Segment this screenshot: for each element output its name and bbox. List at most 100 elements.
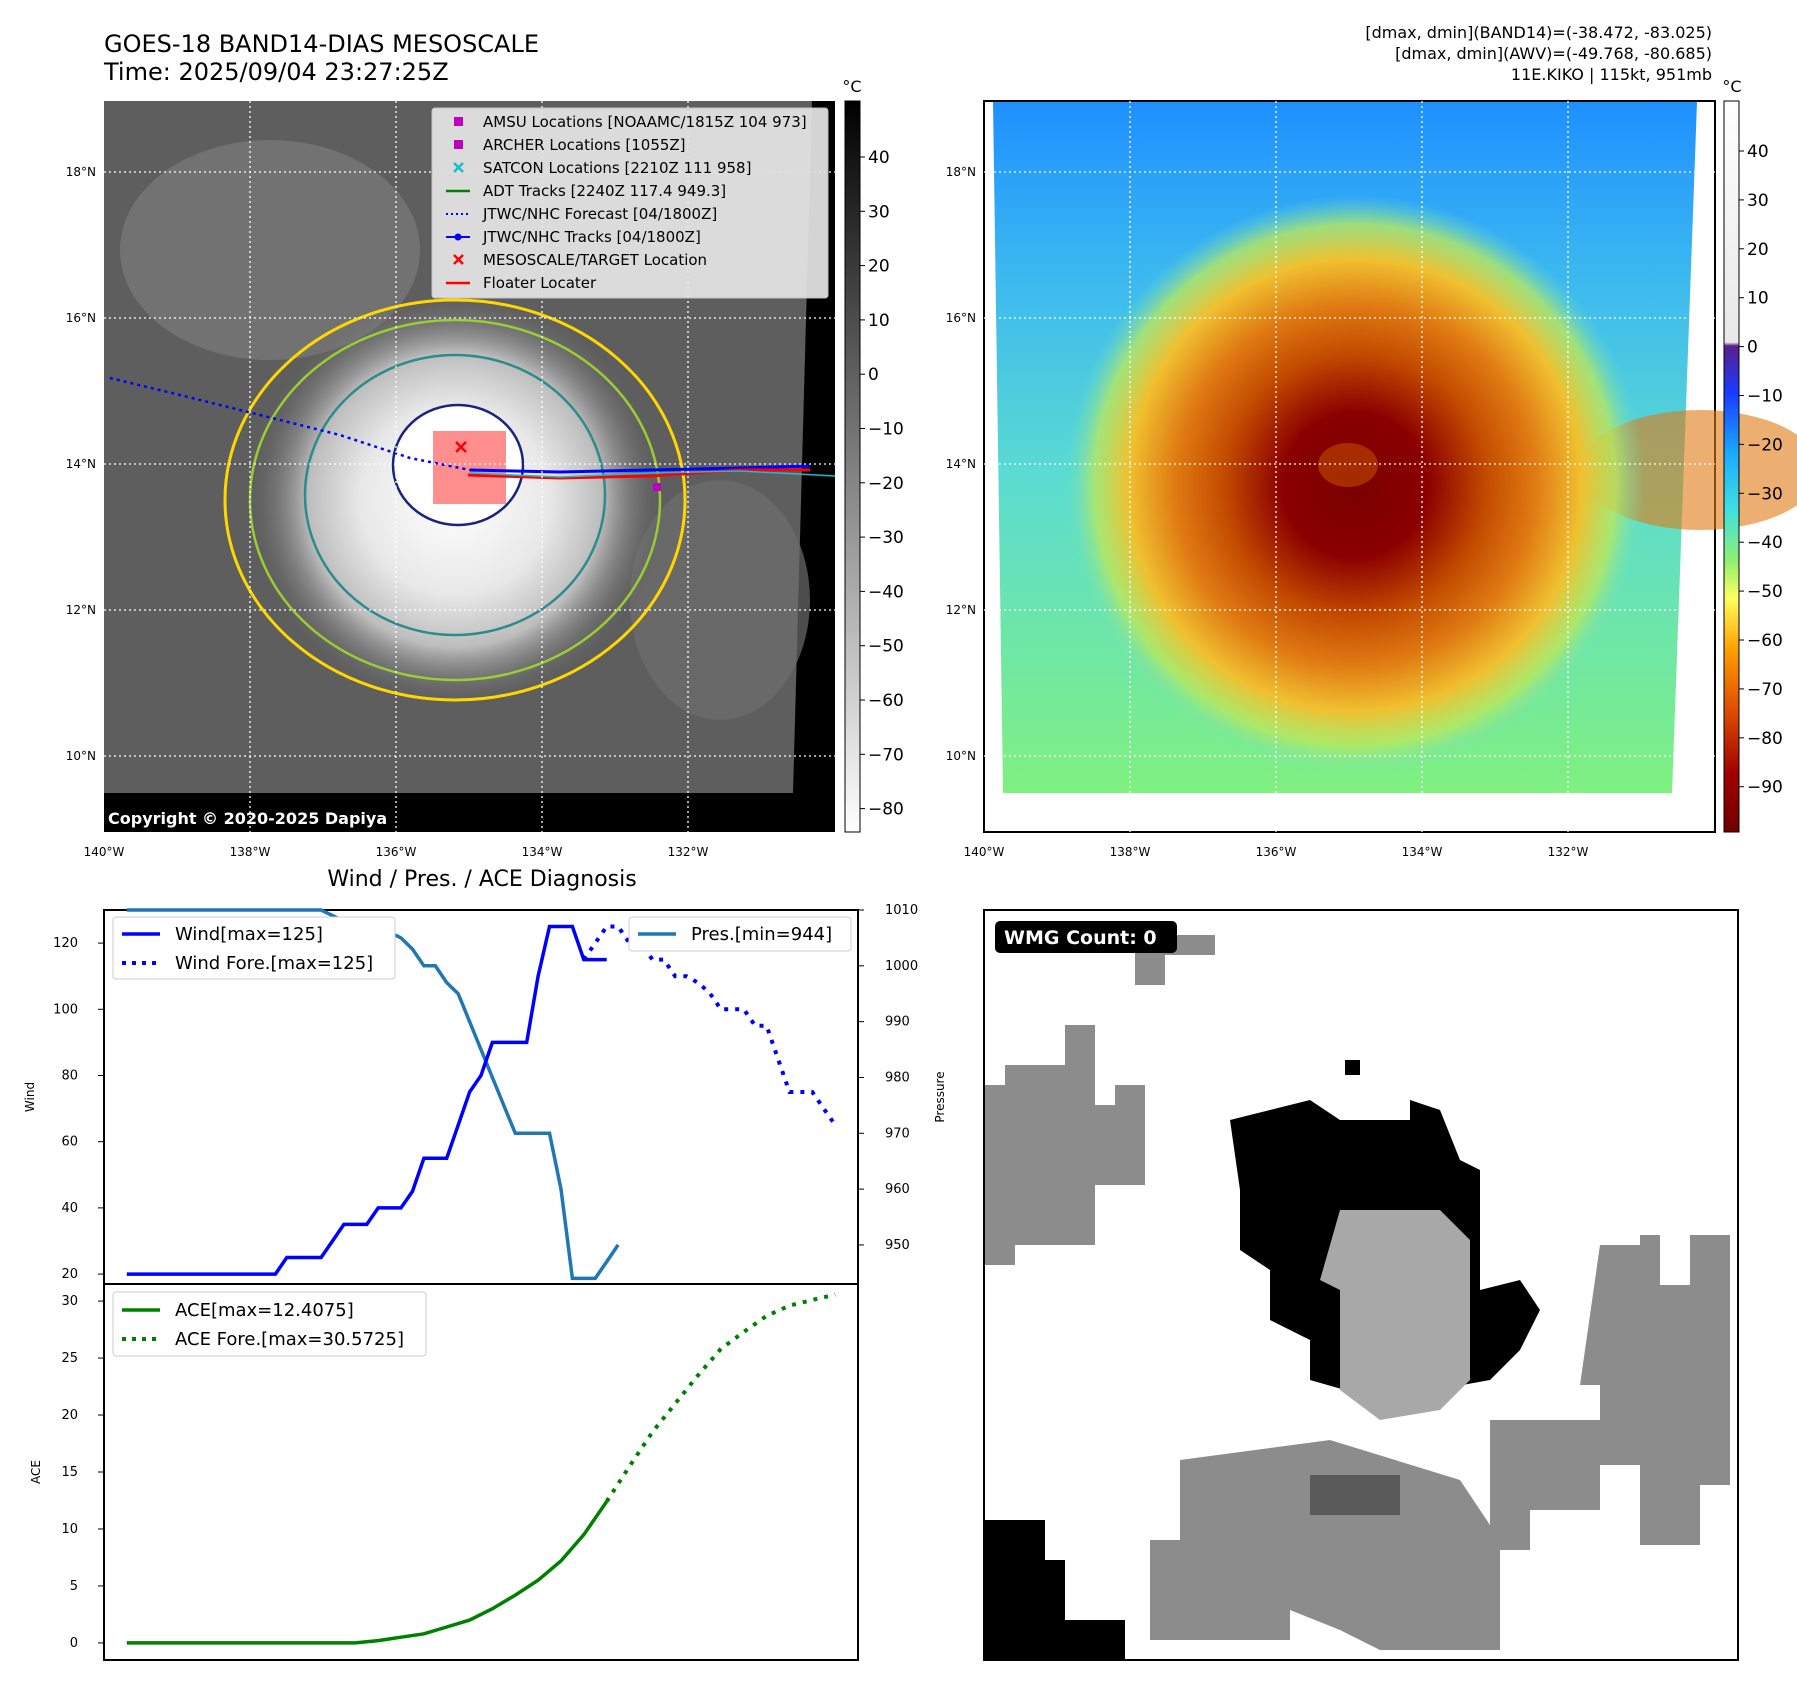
lon-label: 140°W xyxy=(84,845,125,859)
y-tick-label: 950 xyxy=(885,1238,910,1253)
wmg-panel: WMG Count: 0 xyxy=(983,909,1739,1661)
lon-label: 138°W xyxy=(1110,845,1151,859)
wind-legend-entry: Wind[max=125] xyxy=(175,924,323,945)
colorbar-tick-label: 20 xyxy=(868,257,890,277)
storm-info: 11E.KIKO | 115kt, 951mb xyxy=(1511,65,1712,84)
wmg-region-gray xyxy=(985,1025,1145,1265)
y-tick-label: 970 xyxy=(885,1126,910,1141)
awv-map-panel: 18°N 16°N 14°N 12°N 10°N 140°W 138°W 136°W 134°… xyxy=(946,100,1797,859)
ace-axes: 0 5 10 15 20 25 30 ACE ACE[max=12.4075] ACE Fo… xyxy=(29,1283,859,1661)
ace-series xyxy=(126,1500,609,1645)
lon-label: 136°W xyxy=(376,845,417,859)
pressure-legend-entry: Pres.[min=944] xyxy=(691,924,832,945)
legend-marker xyxy=(454,233,462,241)
awv-colorbar: °C 40 30 20 10 0 −10 −20 −30 −40 −50 −60 −70 −80 −90 xyxy=(1722,77,1783,833)
pressure-axis-label: Pressure xyxy=(933,1071,947,1122)
lat-label: 18°N xyxy=(946,165,976,179)
awv-gridlines xyxy=(984,101,1715,832)
ir-cloud-band xyxy=(120,140,420,360)
floater-track-line xyxy=(467,468,810,480)
colorbar-tick-label: 0 xyxy=(868,365,879,385)
wmg-region-dark xyxy=(1310,1475,1400,1515)
awv-lat-labels: 18°N 16°N 14°N 12°N 10°N xyxy=(946,165,976,763)
colorbar-tick-label: −30 xyxy=(1747,484,1783,504)
ace-axis-label: ACE xyxy=(29,1460,43,1484)
awv-eye xyxy=(1318,443,1378,487)
colorbar-tick-label: −70 xyxy=(868,745,904,765)
colorbar-tick-label: −10 xyxy=(1747,387,1783,407)
wmg-region-light xyxy=(1320,1210,1470,1420)
y-tick-label: 5 xyxy=(70,1579,78,1594)
wind-series xyxy=(126,924,607,1276)
lon-label: 138°W xyxy=(230,845,271,859)
awv-colorbar-unit: °C xyxy=(1722,77,1741,96)
diagnosis-title: Wind / Pres. / ACE Diagnosis xyxy=(327,867,636,892)
y-tick-label: 80 xyxy=(61,1068,78,1083)
legend-marker xyxy=(454,117,463,126)
wind-legend: Wind[max=125] Wind Fore.[max=125] xyxy=(112,916,396,980)
colorbar-tick-label: 30 xyxy=(1747,191,1769,211)
ir-contour-yellow xyxy=(223,298,687,702)
legend-label: JTWC/NHC Forecast [04/1800Z] xyxy=(482,205,717,223)
colorbar-tick-label: −40 xyxy=(868,582,904,602)
lon-label: 134°W xyxy=(1402,845,1443,859)
ir-lon-labels: 140°W 138°W 136°W 134°W 132°W xyxy=(84,845,709,859)
colorbar-tick-label: −90 xyxy=(1747,778,1783,798)
ir-legend: AMSU Locations [NOAAMC/1815Z 104 973] ARC… xyxy=(431,107,829,299)
y-tick-label: 40 xyxy=(61,1201,78,1216)
y-tick-label: 30 xyxy=(61,1294,78,1309)
lon-label: 140°W xyxy=(964,845,1005,859)
ir-contour-teal xyxy=(303,353,607,637)
colorbar-tick-label: −30 xyxy=(868,528,904,548)
colorbar-tick-label: −50 xyxy=(868,637,904,657)
pressure-y-ticks: 950 960 970 980 990 1000 1010 xyxy=(858,903,918,1253)
ir-map-panel: Copyright © 2020-2025 Dapiya 18°N 16°N 14°… xyxy=(66,101,836,859)
mesoscale-target-marker xyxy=(455,441,467,453)
lat-label: 14°N xyxy=(946,457,976,471)
y-tick-label: 0 xyxy=(70,1636,78,1651)
lat-label: 12°N xyxy=(946,603,976,617)
satcon-track-line xyxy=(469,470,836,478)
legend-marker xyxy=(454,140,463,149)
wmg-count-label: WMG Count: 0 xyxy=(1004,927,1157,949)
colorbar-tick-label: 20 xyxy=(1747,240,1769,260)
floater-box xyxy=(433,431,506,504)
colorbar-tick-label: −10 xyxy=(868,420,904,440)
y-tick-label: 1000 xyxy=(885,959,918,974)
ir-cloud-band xyxy=(630,480,810,720)
lat-label: 18°N xyxy=(66,165,96,179)
wmg-border xyxy=(983,909,1739,1661)
wmg-count-box xyxy=(995,921,1177,953)
colorbar-tick-label: 0 xyxy=(1747,338,1758,358)
figure-title: GOES-18 BAND14-DIAS MESOSCALE xyxy=(104,30,539,58)
ir-colorbar: °C 40 30 20 10 0 −10 −20 −30 −40 −50 −60 −70 −80 xyxy=(842,77,904,833)
y-tick-label: 100 xyxy=(53,1002,78,1017)
wmg-region-black xyxy=(1345,1060,1360,1075)
amsu-marker xyxy=(653,483,661,491)
legend-marker xyxy=(453,254,464,265)
wmg-region-gray xyxy=(1150,1460,1290,1640)
colorbar-tick-label: 40 xyxy=(1747,142,1769,162)
wind-axis-label: Wind xyxy=(23,1082,37,1112)
ace-legend-entry: ACE[max=12.4075] xyxy=(175,1300,354,1321)
y-tick-label: 25 xyxy=(61,1351,78,1366)
lon-label: 134°W xyxy=(522,845,563,859)
wind-pressure-axes: 20 40 60 80 100 120 950 960 970 980 990 1000 1010 W… xyxy=(23,903,947,1285)
ace-y-ticks: 0 5 10 15 20 25 30 xyxy=(61,1294,104,1651)
lon-label: 132°W xyxy=(668,845,709,859)
figure-time: Time: 2025/09/04 23:27:25Z xyxy=(103,58,449,86)
copyright-box xyxy=(104,804,424,832)
wmg-region-black xyxy=(985,1520,1125,1660)
wind-forecast-series xyxy=(582,924,837,1127)
ace-legend: ACE[max=12.4075] ACE Fore.[max=30.5725] xyxy=(112,1291,427,1357)
dmax-band14: [dmax, dmin](BAND14)=(-38.472, -83.025) xyxy=(1365,23,1712,42)
pressure-legend: Pres.[min=944] xyxy=(628,916,852,952)
ir-contour-lightgreen xyxy=(248,318,662,682)
legend-label: ADT Tracks [2240Z 117.4 949.3] xyxy=(483,182,726,200)
lat-label: 16°N xyxy=(66,311,96,325)
legend-label: MESOSCALE/TARGET Location xyxy=(483,251,707,269)
lat-label: 10°N xyxy=(946,749,976,763)
y-tick-label: 60 xyxy=(61,1135,78,1150)
colorbar-tick-label: −20 xyxy=(868,474,904,494)
